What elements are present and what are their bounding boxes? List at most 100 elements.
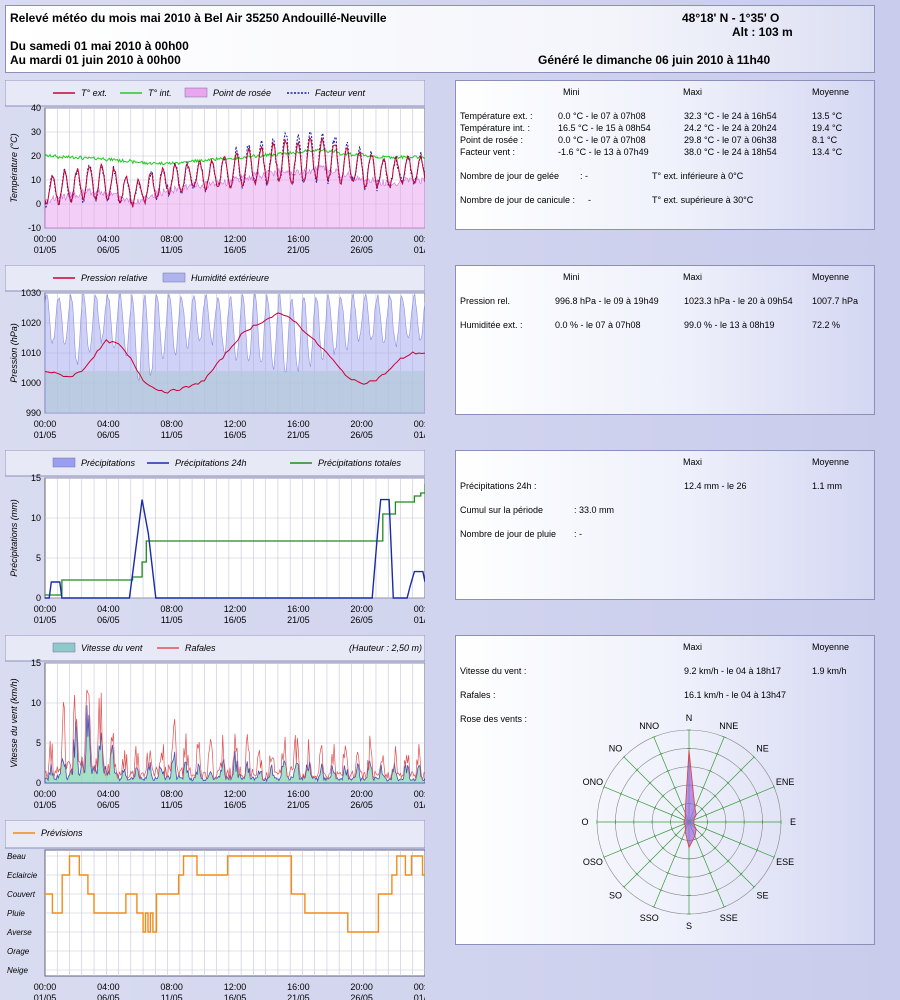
temp-header-mini: Mini	[563, 87, 580, 97]
rose-direction-label: ONO	[583, 777, 604, 787]
legend-label: Pression relative	[81, 273, 148, 283]
rose-tick	[672, 854, 677, 858]
y-axis-label: Pression (hPa)	[9, 323, 19, 383]
press-header-mini: Mini	[563, 272, 580, 282]
rose-tick	[665, 871, 670, 875]
rose-tick	[738, 798, 742, 803]
rose-tick	[726, 859, 730, 863]
rose-spoke	[653, 736, 690, 823]
temp-row-label: Facteur vent :	[460, 147, 516, 157]
legend-band	[5, 820, 425, 849]
x-tick-date: 16/05	[224, 615, 247, 625]
x-tick-date: 01/05	[34, 615, 57, 625]
gust-max: 16.1 km/h - le 04 à 13h47	[684, 690, 787, 700]
legend-label: Précipitations 24h	[175, 458, 247, 468]
rose-tick	[704, 827, 708, 832]
press-row-moy: 72.2 %	[812, 320, 841, 330]
temp-header-moyenne: Moyenne	[812, 87, 850, 97]
forecast-level-label: Orage	[7, 947, 30, 956]
rose-spoke	[688, 821, 775, 858]
legend-label: T° int.	[148, 88, 172, 98]
x-tick-time: 16:00	[287, 789, 310, 799]
rose-direction-label: ESE	[776, 857, 794, 867]
rose-tick	[755, 791, 759, 796]
precip-header-moyenne: Moyenne	[812, 457, 850, 467]
x-tick-time: 00:00	[34, 234, 57, 244]
temp-row-mini: 16.5 °C - le 15 à 08h54	[558, 123, 651, 133]
x-tick-time: 00:00	[34, 789, 57, 799]
y-tick-label: 15	[31, 473, 41, 483]
x-tick-time: 08:00	[160, 234, 183, 244]
rose-tick	[619, 791, 623, 796]
wind-speed-max: 9.2 km/h - le 04 à 18h17	[684, 666, 782, 676]
x-tick-date: 16/05	[224, 430, 247, 440]
canicule-label: Nombre de jour de canicule :	[460, 195, 576, 205]
rose-direction-label: SO	[609, 891, 622, 901]
rose-tick	[752, 885, 756, 889]
legend-label: Facteur vent	[315, 88, 366, 98]
canicule-note: T° ext. supérieure à 30°C	[652, 195, 754, 205]
legend-swatch	[184, 87, 208, 98]
y-tick-label: 0	[36, 778, 41, 788]
temp-row-mini: 0.0 °C - le 07 à 07h08	[558, 111, 646, 121]
rose-tick	[694, 837, 699, 841]
x-tick-date: 11/05	[161, 800, 183, 810]
x-tick-time: 16:00	[287, 234, 310, 244]
rose-tick	[752, 755, 756, 759]
rose-spoke	[603, 786, 690, 823]
x-tick-date: 21/05	[287, 800, 310, 810]
forecast-level-label: Beau	[7, 852, 26, 861]
y-tick-label: 1010	[21, 348, 41, 358]
plot-area	[44, 477, 425, 599]
rose-tick	[704, 812, 708, 817]
forecast-line	[45, 855, 425, 933]
x-tick-date: 26/05	[350, 430, 373, 440]
x-tick-time: 04:00	[97, 234, 120, 244]
rose-spoke	[603, 821, 690, 858]
rose-tick	[679, 837, 684, 841]
x-tick-date: 11/05	[161, 245, 183, 255]
wind-speed-area	[44, 705, 425, 784]
press-row-moy: 1007.7 hPa	[812, 296, 859, 306]
x-tick-date: 06/05	[97, 615, 120, 625]
precipitation-stats-panel: Maxi Moyenne Précipitations 24h : 12.4 m…	[455, 450, 875, 600]
x-tick-date: 21/05	[287, 615, 310, 625]
rose-direction-label: SSO	[640, 913, 659, 923]
rose-tick	[653, 805, 657, 810]
rose-tick	[602, 784, 606, 789]
press-row-maxi: 1023.3 hPa - le 20 à 09h54	[684, 296, 793, 306]
period-from: Du samedi 01 mai 2010 à 00h00	[10, 39, 189, 53]
y-tick-label: 30	[31, 127, 41, 137]
y-tick-label: 10	[31, 175, 41, 185]
rose-tick	[722, 905, 727, 909]
rose-tick	[772, 855, 776, 860]
rose-tick	[661, 794, 665, 798]
rose-spoke	[688, 821, 755, 888]
precip-24h-line	[45, 498, 425, 599]
rose-tick	[636, 798, 640, 803]
rain-days-value: : -	[574, 529, 582, 539]
x-tick-time: 00:00	[34, 982, 57, 992]
rose-tick	[755, 848, 759, 853]
rose-tick	[721, 805, 725, 810]
precipitation-chart: 1510502060205020402030202000:0001/0504:0…	[5, 450, 425, 625]
rose-direction-label: ENE	[776, 777, 795, 787]
x-tick-time: 00:00	[414, 604, 425, 614]
cumul-label: Cumul sur la période	[460, 505, 544, 515]
rose-spoke	[623, 821, 690, 888]
rose-tick	[653, 834, 657, 839]
rose-direction-label: N	[686, 713, 693, 723]
sensor-height-note: (Hauteur : 2,50 m)	[349, 643, 422, 653]
press-header-maxi: Maxi	[683, 272, 703, 282]
x-tick-time: 20:00	[350, 982, 373, 992]
rose-direction-label: NNO	[639, 721, 659, 731]
rose-tick	[622, 755, 626, 759]
rose-tick	[679, 803, 684, 807]
x-tick-date: 01/06	[414, 430, 425, 440]
precip-header-maxi: Maxi	[683, 457, 703, 467]
rose-tick	[738, 841, 742, 846]
y-tick-label: 20	[31, 151, 41, 161]
total-precip-line	[45, 484, 425, 596]
exterior-temp-line	[44, 136, 425, 208]
temp-row-maxi: 38.0 °C - le 24 à 18h54	[684, 147, 777, 157]
